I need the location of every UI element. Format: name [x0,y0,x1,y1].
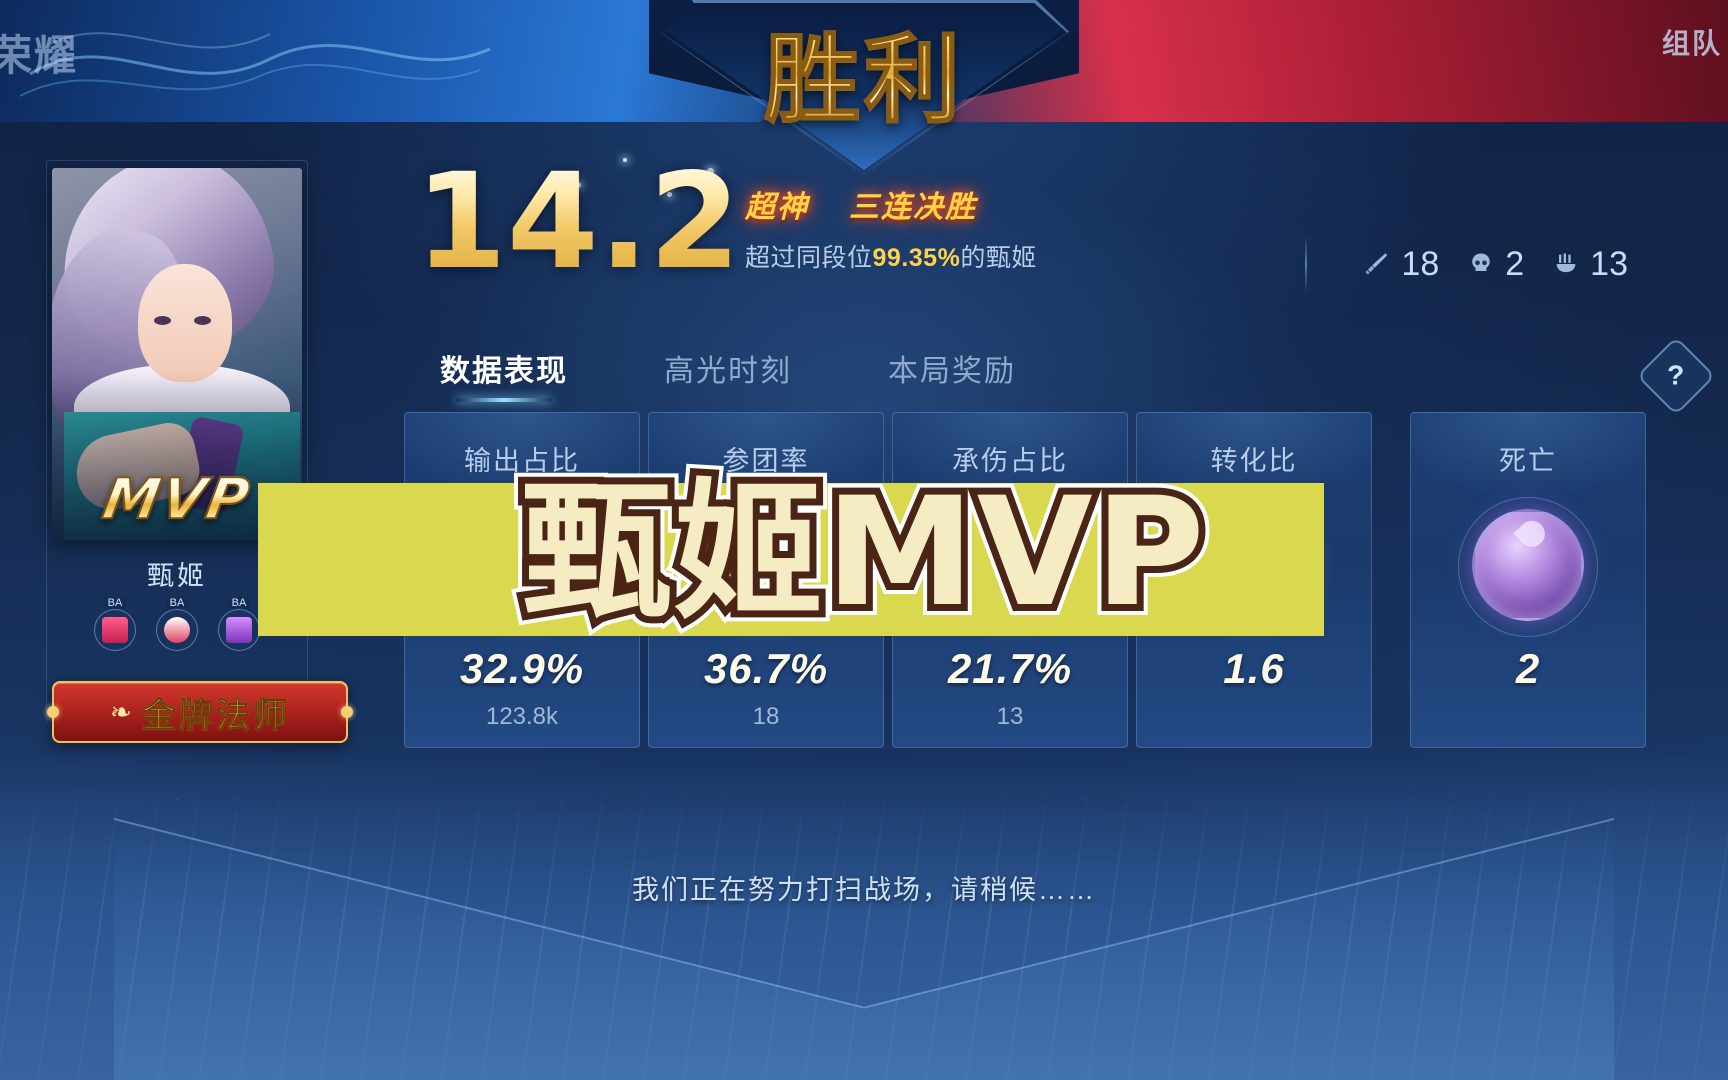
result-banner: 胜利 荣耀 组队 [0,0,1728,132]
score-tag-0: 超神 [745,191,809,224]
kda-deaths: 2 [1467,245,1524,284]
subtitle-overlay-outline: 甄姬MVP [510,466,1215,640]
stat-card-value: 21.7% [947,645,1073,692]
sparkle [575,182,581,188]
stat-card-title: 转化比 [1210,446,1298,476]
leaf-icon: ❧ [110,696,132,727]
subtitle-overlay-background [258,483,1324,636]
orb-ring [1458,497,1598,637]
performance-score: 14.2 [415,145,741,299]
stat-card-title: 承伤占比 [952,446,1068,476]
score-tags: 超神 三连决胜 [745,182,977,226]
stat-card-value: 2 [1515,645,1541,692]
mvp-badge: MVP [97,466,257,533]
status-text: 我们正在努力打扫战场，请稍候…… [632,875,1096,905]
portrait-vignette [52,168,302,540]
item-slot-2[interactable]: BA [156,597,198,651]
item-slot-1[interactable]: BA [94,597,136,651]
hero-panel: MVP 甄姬 BA BA BA ❧ 金牌法师 [46,160,348,800]
assists-value: 13 [1590,244,1628,283]
stat-card-title: 输出占比 [464,446,580,476]
sparkle [667,192,672,197]
kda-summary: 18 2 13 [1305,236,1628,292]
hero-portrait[interactable]: MVP [52,168,302,540]
item-glyph [102,617,128,643]
score-tag-1: 三连决胜 [849,191,977,224]
stat-card-value: 1.6 [1223,645,1285,692]
item-tag: BA [166,597,188,609]
percentile-line: 超过同段位99.35%的甄姬 [745,238,1037,274]
help-icon: ? [1667,359,1685,391]
party-label: 组队 [1661,28,1722,59]
tab-data-performance[interactable]: 数据表现 [440,346,568,402]
subtitle-overlay-text: 甄姬MVP [514,466,1211,640]
kda-divider [1305,236,1308,292]
stat-card-title: 死亡 [1499,446,1557,476]
item-tag: BA [228,597,250,609]
banner-swirl-decoration [20,32,491,97]
medal-badge[interactable]: ❧ 金牌法师 [52,681,348,743]
logo-text-left: 荣耀 [0,32,79,79]
sparkle [623,158,627,162]
assist-icon [1556,253,1576,273]
stat-card-deaths[interactable]: 死亡 2 [1410,412,1646,748]
kda-assists: 13 [1552,245,1628,284]
stat-card-value: 32.9% [459,645,585,692]
hero-name: 甄姬 [147,561,207,591]
stat-card-title: 参团率 [722,446,810,476]
tab-rewards[interactable]: 本局奖励 [888,355,1016,388]
skull-icon [1472,253,1490,271]
deaths-value: 2 [1505,244,1525,283]
item-glyph [164,617,190,643]
item-glyph [226,617,252,643]
stat-card-sub: 18 [752,703,780,730]
percentile-suffix: 的甄姬 [960,244,1037,272]
stat-card-sub: 123.8k [485,703,559,730]
medal-label: 金牌法师 [141,688,290,737]
percentile-value: 99.35% [872,244,961,272]
item-slot-3[interactable]: BA [218,597,260,651]
kills-value: 18 [1401,244,1440,283]
score-section: 14.2 超神 三连决胜 超过同段位99.35%的甄姬 [415,156,1175,310]
kda-kills: 18 [1361,245,1439,284]
sword-icon [1365,253,1388,275]
purple-orb-icon [1472,509,1584,621]
hero-item-row: BA BA BA [52,597,302,651]
tab-bar[interactable]: 数据表现 高光时刻 本局奖励 [440,346,1016,402]
sparkle [707,168,714,175]
stat-card-value: 36.7% [703,645,829,692]
stat-card-sub: 13 [996,703,1024,730]
tab-highlights[interactable]: 高光时刻 [664,355,792,388]
floor-gradient [0,750,1728,1080]
item-tag: BA [104,597,126,609]
water-texture [0,780,1728,1080]
percentile-prefix: 超过同段位 [745,244,873,272]
result-title: 胜利 [763,2,964,141]
